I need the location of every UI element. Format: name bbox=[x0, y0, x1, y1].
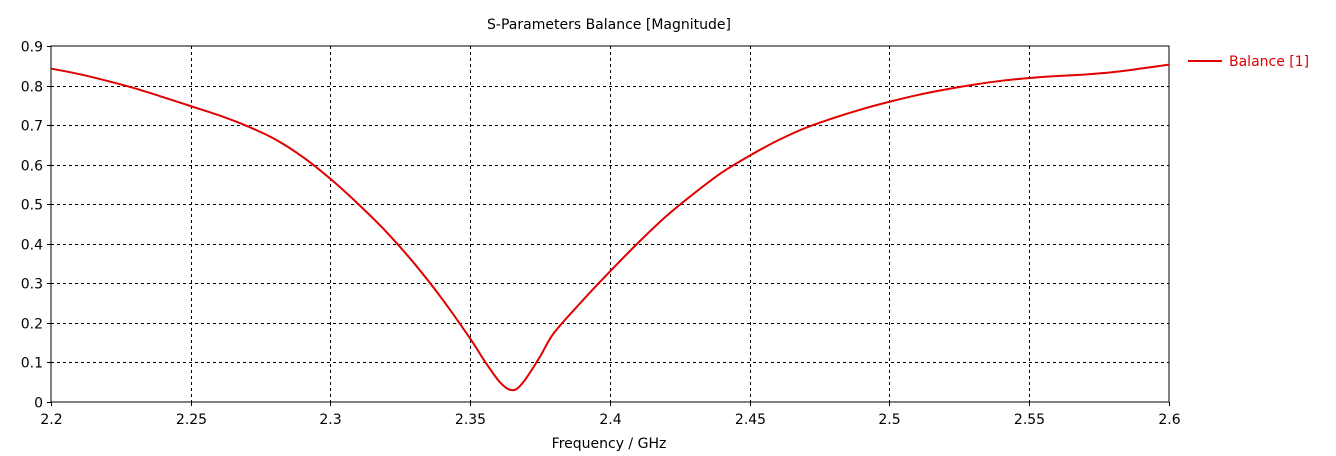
x-axis-label: Frequency / GHz bbox=[552, 436, 667, 452]
y-tick-label: 0.6 bbox=[21, 159, 43, 175]
x-tick-label: 2.5 bbox=[878, 412, 900, 428]
x-tick-label: 2.2 bbox=[40, 412, 62, 428]
legend-label: Balance [1] bbox=[1229, 54, 1309, 70]
y-tick-label: 0.4 bbox=[21, 238, 43, 254]
x-tick-label: 2.55 bbox=[1014, 412, 1045, 428]
y-axis-ticks: 0 0.1 0.2 0.3 0.4 0.5 0.6 0.7 0.8 0.9 bbox=[21, 40, 51, 412]
x-tick-label: 2.4 bbox=[599, 412, 621, 428]
y-tick-label: 0.3 bbox=[21, 277, 43, 293]
x-tick-label: 2.6 bbox=[1158, 412, 1180, 428]
series-layer bbox=[50, 63, 1170, 392]
legend[interactable]: Balance [1] bbox=[1188, 54, 1309, 70]
series-line-balance[interactable] bbox=[50, 63, 1170, 392]
y-tick-label: 0 bbox=[34, 396, 43, 412]
chart-title: S-Parameters Balance [Magnitude] bbox=[487, 17, 731, 33]
x-tick-label: 2.35 bbox=[455, 412, 486, 428]
y-tick-label: 0.8 bbox=[21, 80, 43, 96]
x-tick-label: 2.3 bbox=[319, 412, 341, 428]
y-tick-label: 0.7 bbox=[21, 119, 43, 135]
y-tick-label: 0.5 bbox=[21, 198, 43, 214]
y-tick-label: 0.1 bbox=[21, 356, 43, 372]
y-tick-label: 0.9 bbox=[21, 40, 43, 56]
x-axis-ticks: 2.2 2.25 2.3 2.35 2.4 2.45 2.5 2.55 2.6 bbox=[40, 402, 1181, 428]
x-tick-label: 2.25 bbox=[176, 412, 207, 428]
grid bbox=[51, 46, 1169, 402]
y-tick-label: 0.2 bbox=[21, 317, 43, 333]
x-tick-label: 2.45 bbox=[735, 412, 766, 428]
